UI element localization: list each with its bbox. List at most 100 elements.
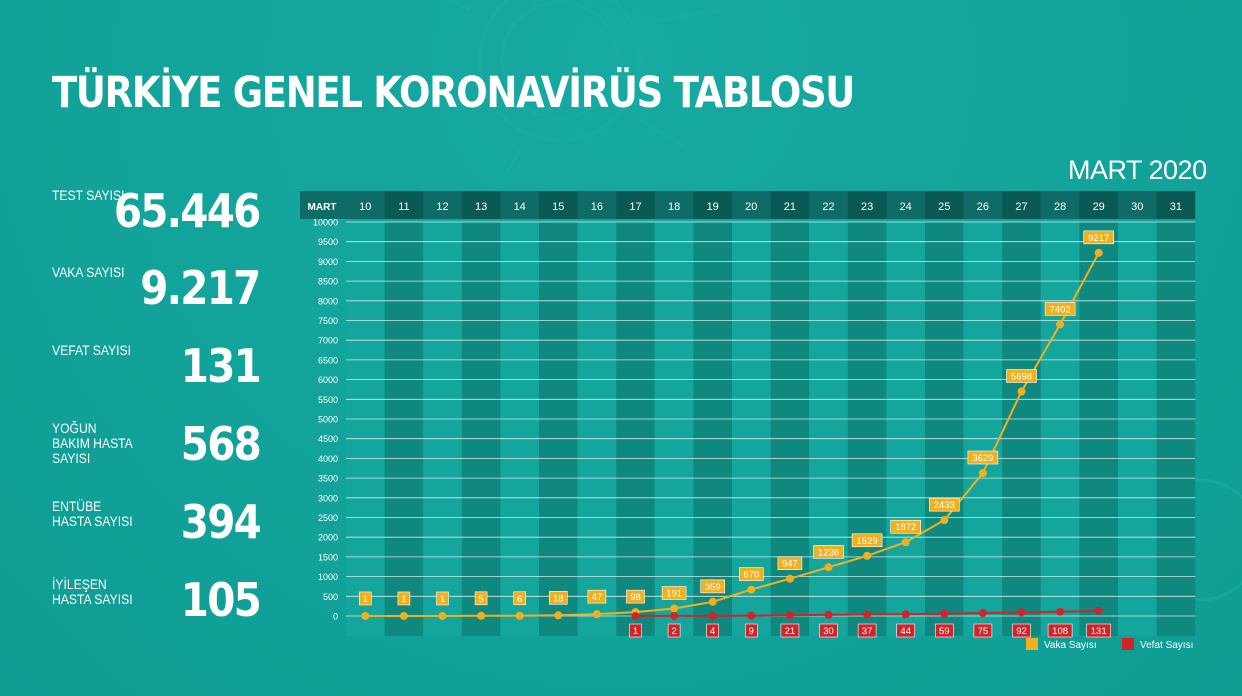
- y-tick-label: 6500: [318, 355, 338, 365]
- data-label: 37: [857, 623, 877, 638]
- data-label: 1529: [851, 533, 883, 548]
- date-header-cell: [1079, 191, 1118, 219]
- date-header-cell: [1156, 191, 1196, 219]
- data-label-text: 7402: [1050, 304, 1071, 315]
- data-label-box: [1086, 623, 1112, 638]
- data-label-box: [851, 533, 883, 548]
- vaka-point: [940, 516, 949, 525]
- stat-entube: ENTÜBE HASTA SAYISI 394: [52, 495, 262, 559]
- date-header-cell: [925, 191, 964, 219]
- vefat-point: [940, 609, 949, 618]
- vaka-point: [515, 611, 524, 620]
- data-label-box: [744, 623, 758, 638]
- legend-label: Vefat Sayısı: [1140, 640, 1193, 651]
- data-label-text: 108: [1052, 626, 1068, 637]
- data-label-text: 1236: [818, 547, 839, 558]
- data-label: 6: [513, 591, 526, 606]
- vefat-point: [824, 610, 833, 619]
- y-tick-label: 10000: [313, 218, 338, 228]
- data-label-box: [474, 591, 488, 606]
- data-label-text: 5: [478, 594, 483, 605]
- data-label: 18: [549, 590, 568, 605]
- vaka-point: [592, 610, 601, 619]
- date-tick-label: 27: [1015, 201, 1027, 213]
- data-label-box: [967, 450, 999, 465]
- data-label-text: 131: [1091, 626, 1107, 637]
- data-label-box: [513, 591, 526, 606]
- data-label: 9217: [1083, 230, 1115, 245]
- data-label-text: 21: [785, 626, 796, 637]
- data-label: 30: [819, 623, 838, 638]
- data-label-text: 1872: [895, 522, 916, 533]
- y-tick-label: 1000: [318, 572, 338, 582]
- y-tick-label: 7500: [318, 316, 338, 326]
- data-label-text: 37: [862, 626, 873, 637]
- data-label: 75: [973, 623, 993, 638]
- data-label: 947: [777, 556, 803, 570]
- column-band: [732, 222, 771, 636]
- column-band: [809, 222, 848, 636]
- date-tick-label: 31: [1170, 201, 1182, 213]
- case-chart: MART 10 11 12 13 14 15 16 17 18 19 20 21 22 23 24 25 26 27…: [300, 191, 1196, 651]
- data-label-box: [1006, 369, 1037, 383]
- data-label-box: [629, 623, 642, 638]
- vefat-point: [785, 611, 794, 620]
- data-label: 359: [700, 579, 726, 594]
- y-tick-label: 9000: [318, 257, 338, 267]
- date-header-cell: [847, 191, 887, 219]
- y-tick-label: 1500: [318, 552, 338, 562]
- data-label-box: [626, 589, 645, 604]
- y-tick-label: 4000: [318, 454, 338, 464]
- vaka-point: [708, 597, 717, 606]
- data-label-box: [397, 591, 411, 606]
- date-tick-label: 28: [1054, 201, 1066, 213]
- y-tick-label: 2000: [318, 533, 338, 543]
- vefat-point: [863, 610, 872, 619]
- column-band: [963, 222, 1003, 636]
- data-label-text: 670: [743, 570, 759, 581]
- vaka-point: [1094, 248, 1103, 257]
- stat-label: İYİLEŞEN HASTA SAYISI: [52, 577, 133, 607]
- y-tick-label: 6000: [318, 375, 338, 385]
- stat-value: 568: [180, 417, 262, 471]
- data-label-text: 5698: [1011, 371, 1032, 382]
- column-band: [500, 222, 539, 636]
- data-label-text: 47: [592, 592, 603, 603]
- data-label-box: [819, 623, 838, 638]
- data-label-text: 6: [517, 594, 522, 605]
- data-label-box: [928, 497, 960, 512]
- column-band: [925, 222, 964, 636]
- series-line: [365, 252, 1100, 617]
- data-label-text: 359: [705, 582, 721, 593]
- stat-label: ENTÜBE HASTA SAYISI: [52, 499, 133, 529]
- data-label: 3629: [967, 450, 999, 465]
- stat-value: 105: [180, 573, 262, 627]
- data-label: 1: [397, 591, 411, 606]
- vaka-point: [824, 563, 833, 572]
- data-label: 5698: [1006, 369, 1037, 383]
- column-band: [346, 222, 385, 636]
- y-tick-label: 4500: [318, 434, 338, 444]
- date-tick-label: 14: [514, 201, 526, 213]
- date-tick-label: 22: [822, 201, 834, 213]
- stat-value: 394: [180, 495, 262, 549]
- data-label: 98: [626, 589, 645, 604]
- vefat-point: [901, 610, 910, 619]
- vaka-point: [477, 611, 486, 620]
- legend-swatch-vaka: [1026, 638, 1038, 650]
- data-label-box: [1012, 623, 1031, 638]
- vefat-point: [631, 611, 640, 620]
- data-label-box: [358, 591, 372, 606]
- column-band: [1118, 222, 1157, 636]
- stat-label: YOĞUN BAKIM HASTA SAYISI: [52, 421, 133, 466]
- data-label: 2: [667, 623, 681, 638]
- date-tick-label: 18: [668, 201, 680, 213]
- vefat-point: [1056, 607, 1065, 616]
- column-band: [693, 222, 732, 636]
- y-tick-label: 3500: [318, 474, 338, 484]
- data-label: 108: [1047, 623, 1073, 638]
- vefat-point: [670, 611, 679, 620]
- y-tick-label: 5000: [318, 415, 338, 425]
- data-label-text: 9217: [1088, 233, 1109, 244]
